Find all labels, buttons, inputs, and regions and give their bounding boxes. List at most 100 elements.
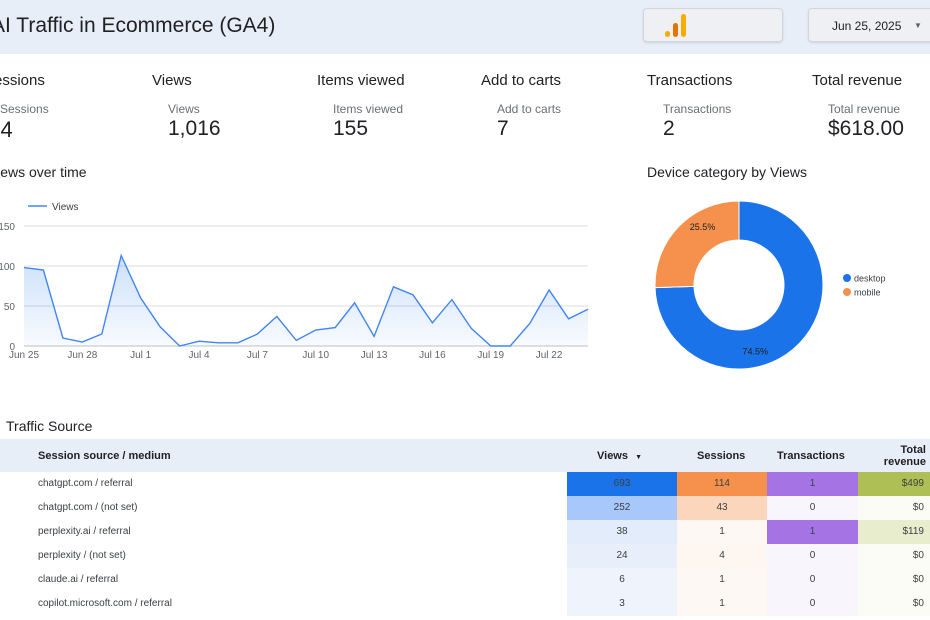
data-point [587,308,590,311]
cell-revenue: $0 [858,544,930,568]
donut-chart-title: Device category by Views [647,164,808,180]
x-tick-label: Jul 16 [419,350,446,361]
date-range-selector[interactable]: Jun 25, 2025 ▼ [808,8,930,42]
x-tick-label: Jun 25 [9,350,39,361]
column-header-views[interactable]: Views ▼ [597,450,642,462]
donut-slice-desktop [654,200,824,370]
data-point [217,341,220,344]
data-point [567,317,570,320]
table-row[interactable]: perplexity.ai / referral 38 1 1 $119 [0,520,930,544]
table-row[interactable]: chatgpt.com / (not set) 252 43 0 $0 [0,496,930,520]
column-header-sessions[interactable]: Sessions [697,450,746,462]
data-point [81,341,84,344]
data-point [314,329,317,332]
cell-transactions: 0 [767,544,858,568]
cell-transactions: 1 [767,520,858,544]
y-tick-label: 50 [4,302,16,313]
data-point [353,301,356,304]
analytics-bars-icon [665,14,686,37]
column-header-transactions[interactable]: Transactions [777,450,845,462]
table-title: Traffic Source [6,418,93,434]
device-donut-chart: 74.5% 25.5% desktop mobile [654,200,886,370]
data-point [334,326,337,329]
kpi-value: 1,016 [168,117,221,140]
cell-views: 3 [567,592,677,616]
cell-source: copilot.microsoft.com / referral [38,598,172,609]
column-header-revenue[interactable]: Total revenue [868,444,926,468]
table-row[interactable]: claude.ai / referral 6 1 0 $0 [0,568,930,592]
x-tick-label: Jun 28 [67,350,97,361]
data-point [42,269,45,272]
kpi-transactions: Transactions Transactions 2 [647,72,807,141]
kpi-value: 2 [663,117,675,140]
cell-views: 6 [567,568,677,592]
data-point [470,327,473,330]
cell-revenue: $119 [858,520,930,544]
x-tick-label: Jul 13 [361,350,388,361]
legend-swatch-mobile [843,288,851,296]
kpi-items-viewed: Items viewed Items viewed 155 [317,72,477,141]
cell-views: 252 [567,496,677,520]
data-point [100,333,103,336]
data-point [236,341,239,344]
kpi-views: Views Views 1,016 [152,72,312,141]
y-tick-label: 150 [0,222,15,233]
data-point [295,339,298,342]
x-tick-label: Jul 1 [130,350,152,361]
column-header-source[interactable]: Session source / medium [38,450,171,462]
cell-sessions: 43 [677,496,767,520]
y-tick-label: 100 [0,262,15,273]
cell-source: chatgpt.com / (not set) [38,502,138,513]
caret-down-icon: ▼ [914,21,922,30]
data-point [139,297,142,300]
kpi-label: Add to carts [497,102,562,116]
slice-label: 25.5% [690,222,716,232]
data-point [450,298,453,301]
column-header-views-label: Views [597,450,628,462]
table-row[interactable]: perplexity / (not set) 24 4 0 $0 [0,544,930,568]
x-tick-label: Jul 10 [302,350,329,361]
cell-source: perplexity.ai / referral [38,526,131,537]
cell-sessions: 1 [677,592,767,616]
report-header: AI Traffic in Ecommerce (GA4) Jun 25, 20… [0,0,930,54]
kpi-sessions: Sessions Sessions 164 [0,72,144,143]
date-range-label: Jun 25, 2025 [832,19,902,33]
kpi-add-to-carts: Add to carts Add to carts 7 [481,72,641,141]
x-tick-label: Jul 7 [247,350,269,361]
logo-button[interactable] [643,8,783,42]
kpi-label: Views [168,102,200,116]
data-point [275,315,278,318]
cell-transactions: 1 [767,472,858,496]
data-point [23,266,26,269]
kpi-label: Items viewed [333,102,404,116]
page-title: AI Traffic in Ecommerce (GA4) [0,14,276,37]
data-point [256,333,259,336]
kpi-heading: Add to carts [481,72,562,89]
cell-views: 693 [567,472,677,496]
slice-label: 74.5% [742,347,768,357]
kpi-value: $618.00 [828,117,904,140]
kpi-value: 7 [497,117,509,140]
data-point [120,254,123,257]
kpi-value: 164 [0,117,13,142]
cell-views: 38 [567,520,677,544]
table-row[interactable]: copilot.microsoft.com / referral 3 1 0 $… [0,592,930,616]
cell-sessions: 1 [677,568,767,592]
kpi-heading: Sessions [0,72,45,89]
kpi-total-revenue: Total revenue Total revenue $618.00 [812,72,930,141]
table-header: Session source / medium Views ▼ Sessions… [0,439,930,472]
kpi-heading: Items viewed [317,72,405,89]
kpi-label: Total revenue [828,102,901,116]
x-tick-label: Jul 4 [188,350,210,361]
cell-sessions: 1 [677,520,767,544]
kpi-heading: Views [152,72,192,89]
data-point [373,335,376,338]
legend-label: mobile [854,288,881,298]
table-row[interactable]: chatgpt.com / referral 693 114 1 $499 [0,472,930,496]
data-point [61,337,64,340]
kpi-value: 155 [333,117,369,140]
data-point [509,345,512,348]
data-point [489,345,492,348]
data-point [528,322,531,325]
cell-sessions: 114 [677,472,767,496]
